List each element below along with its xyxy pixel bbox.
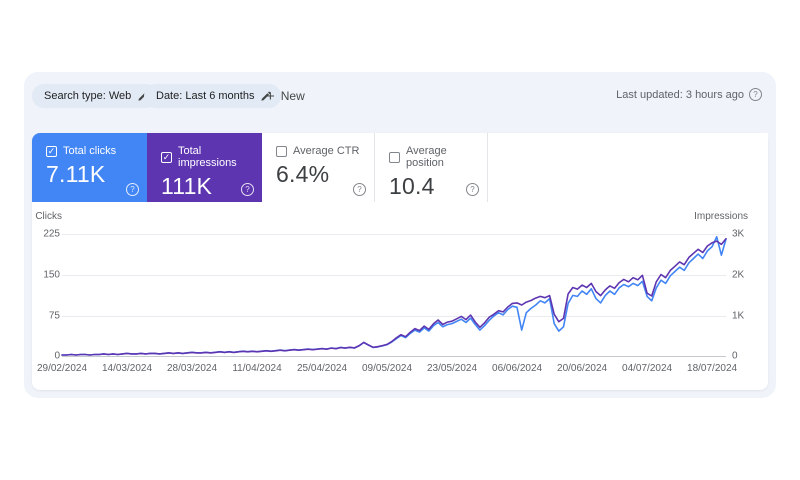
performance-card: ✓ Total clicks 7.11K ? ✓ Total impressio… (32, 133, 768, 390)
gridline-150 (62, 275, 726, 276)
total-impressions-value: 111K (161, 173, 213, 199)
help-icon[interactable]: ? (466, 183, 479, 196)
total-clicks-tile[interactable]: ✓ Total clicks 7.11K ? (32, 133, 147, 202)
x-axis-date-label: 14/03/2024 (101, 363, 153, 374)
clicks-line-series (61, 236, 727, 356)
new-filter-label: New (280, 89, 305, 103)
right-axis-tick: 0 (732, 350, 738, 362)
help-icon[interactable]: ? (749, 88, 762, 101)
x-axis-date-label: 04/07/2024 (622, 363, 673, 374)
chart-plot-area[interactable] (61, 227, 727, 356)
last-updated-status: Last updated: 3 hours ago ? (616, 88, 762, 101)
new-filter-button[interactable]: + New (266, 84, 305, 108)
tiles-row-filler (488, 133, 768, 202)
x-axis-date-label: 29/02/2024 (36, 363, 88, 374)
x-axis-line (62, 356, 726, 357)
help-icon[interactable]: ? (353, 183, 366, 196)
average-ctr-tile[interactable]: Average CTR 6.4% ? (262, 133, 375, 202)
date-range-chip-label: Date: Last 6 months (156, 90, 255, 102)
checkbox-checked-icon[interactable]: ✓ (46, 145, 57, 157)
right-axis-tick: 1K (732, 310, 745, 322)
x-axis-date-label: 11/04/2024 (232, 363, 282, 374)
total-impressions-label: Total impressions (178, 145, 237, 169)
x-axis-date-label: 18/07/2024 (687, 363, 738, 374)
checkbox-unchecked-icon[interactable] (276, 145, 287, 157)
checkbox-unchecked-icon[interactable] (389, 151, 400, 163)
x-axis-date-label: 25/04/2024 (296, 363, 348, 374)
right-axis-title: Impressions (694, 211, 748, 222)
edit-icon (260, 91, 271, 102)
impressions-line-series (61, 237, 727, 356)
total-clicks-label: Total clicks (63, 145, 117, 157)
x-axis-date-label: 06/06/2024 (492, 363, 543, 374)
left-axis-tick: 75 (48, 310, 60, 322)
performance-panel: Search type: Web Date: Last 6 months + N… (24, 72, 776, 398)
gridline-225 (62, 234, 726, 235)
x-axis-date-label: 23/05/2024 (427, 363, 478, 374)
total-clicks-value: 7.11K (46, 161, 106, 187)
left-axis-tick: 150 (43, 269, 60, 281)
average-position-tile[interactable]: Average position 10.4 ? (375, 133, 488, 202)
left-axis-tick: 0 (54, 350, 60, 362)
right-axis-tick: 2K (732, 269, 745, 281)
help-icon[interactable]: ? (126, 183, 139, 196)
search-type-chip[interactable]: Search type: Web (32, 84, 159, 108)
left-axis-tick: 225 (43, 228, 60, 240)
date-range-chip[interactable]: Date: Last 6 months (144, 84, 282, 108)
edit-icon (137, 91, 148, 102)
left-axis-title: Clicks (35, 211, 62, 222)
average-position-value: 10.4 (389, 173, 435, 199)
x-axis-date-label: 09/05/2024 (362, 363, 413, 374)
right-axis-tick: 3K (732, 228, 745, 240)
last-updated-text: Last updated: 3 hours ago (616, 88, 744, 101)
gridline-75 (62, 316, 726, 317)
average-ctr-label: Average CTR (293, 145, 360, 157)
x-axis-date-label: 28/03/2024 (166, 363, 218, 374)
average-position-label: Average position (406, 145, 447, 169)
x-axis-date-label: 20/06/2024 (557, 363, 608, 374)
plus-icon: + (266, 87, 275, 105)
help-icon[interactable]: ? (241, 183, 254, 196)
checkbox-checked-icon[interactable]: ✓ (161, 151, 172, 163)
total-impressions-tile[interactable]: ✓ Total impressions 111K ? (147, 133, 262, 202)
search-type-chip-label: Search type: Web (44, 90, 132, 102)
average-ctr-value: 6.4% (276, 161, 330, 187)
metric-tiles-row: ✓ Total clicks 7.11K ? ✓ Total impressio… (32, 133, 768, 202)
